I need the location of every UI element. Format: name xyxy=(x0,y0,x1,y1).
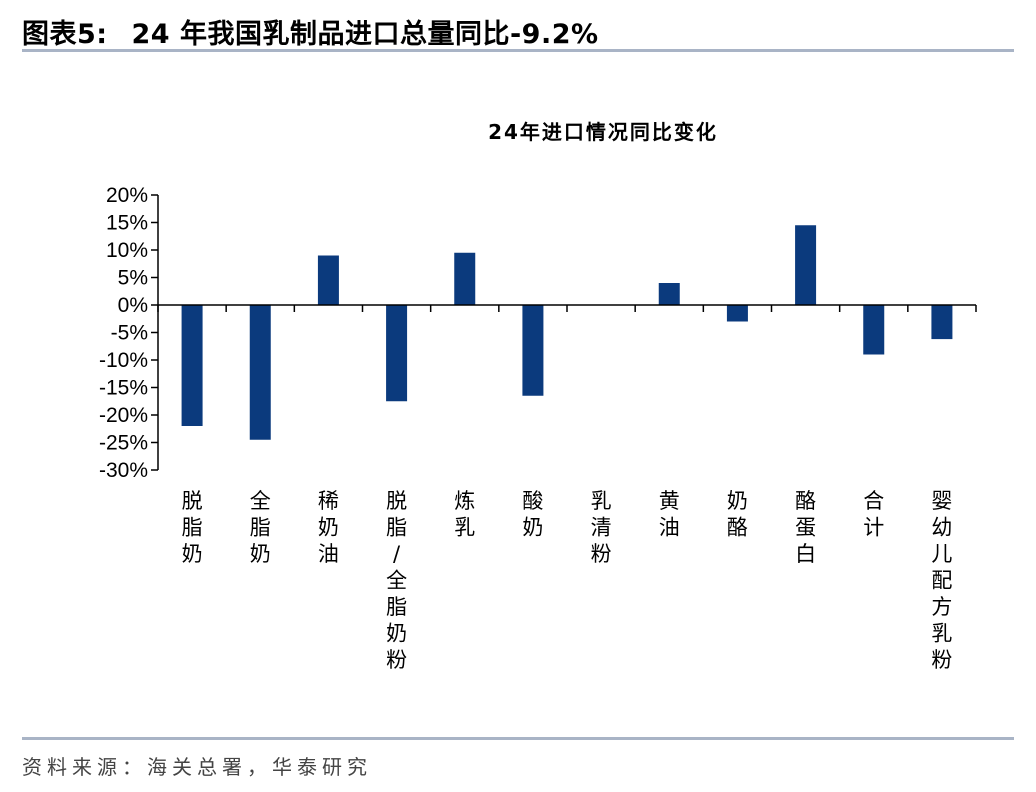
y-tick-label: 20% xyxy=(106,184,148,207)
bar xyxy=(522,305,544,396)
bar xyxy=(454,252,476,305)
bar xyxy=(931,305,953,340)
source-note: 资料来源：海关总署，华泰研究 xyxy=(22,755,372,779)
y-tick-label: 5% xyxy=(118,267,148,290)
x-tick-label: 全脂奶 xyxy=(250,489,271,566)
bar xyxy=(317,255,339,305)
y-tick-label: -15% xyxy=(99,377,148,400)
y-tick-label: -25% xyxy=(99,432,148,455)
bar xyxy=(658,283,680,305)
y-tick-label: -10% xyxy=(99,349,148,372)
x-tick-label: 脱脂奶 xyxy=(182,489,203,566)
x-tick-label: 合计 xyxy=(863,489,884,540)
x-tick-label: 稀奶油 xyxy=(318,489,339,566)
x-tick-label: 脱脂/全脂奶粉 xyxy=(386,489,407,672)
figure-heading: 24 年我国乳制品进口总量同比-9.2% xyxy=(131,19,599,50)
x-tick-label: 奶酪 xyxy=(727,489,748,540)
y-tick-label: -5% xyxy=(111,322,148,345)
bar xyxy=(249,305,271,440)
x-tick-label: 婴幼儿配方乳粉 xyxy=(931,489,952,672)
title-rule xyxy=(22,49,1014,52)
x-tick-label: 黄油 xyxy=(659,489,680,540)
y-tick-label: 0% xyxy=(118,294,148,317)
bar xyxy=(795,225,817,305)
x-tick-label: 炼乳 xyxy=(454,489,475,540)
y-tick-label: 15% xyxy=(106,212,148,235)
y-tick-label: -20% xyxy=(99,404,148,427)
y-tick-label: 10% xyxy=(106,239,148,262)
figure-title: 图表5: 24 年我国乳制品进口总量同比-9.2% xyxy=(22,12,599,51)
bar xyxy=(726,305,748,322)
x-tick-label: 酪蛋白 xyxy=(795,489,816,566)
bar xyxy=(386,305,408,402)
chart-title: 24年进口情况同比变化 xyxy=(488,120,718,144)
x-tick-label: 酸奶 xyxy=(522,489,543,540)
y-tick-label: -30% xyxy=(99,459,148,482)
figure-label: 图表5: xyxy=(22,19,108,50)
x-tick-label: 乳清粉 xyxy=(591,489,612,566)
bar xyxy=(863,305,885,355)
bar-chart: 20% 15% 10% 5% 0% -5% -10% -15% -20% -25% -30% 脱脂奶 全… xyxy=(99,184,977,672)
footer-rule xyxy=(22,737,1014,740)
bar xyxy=(181,305,203,426)
